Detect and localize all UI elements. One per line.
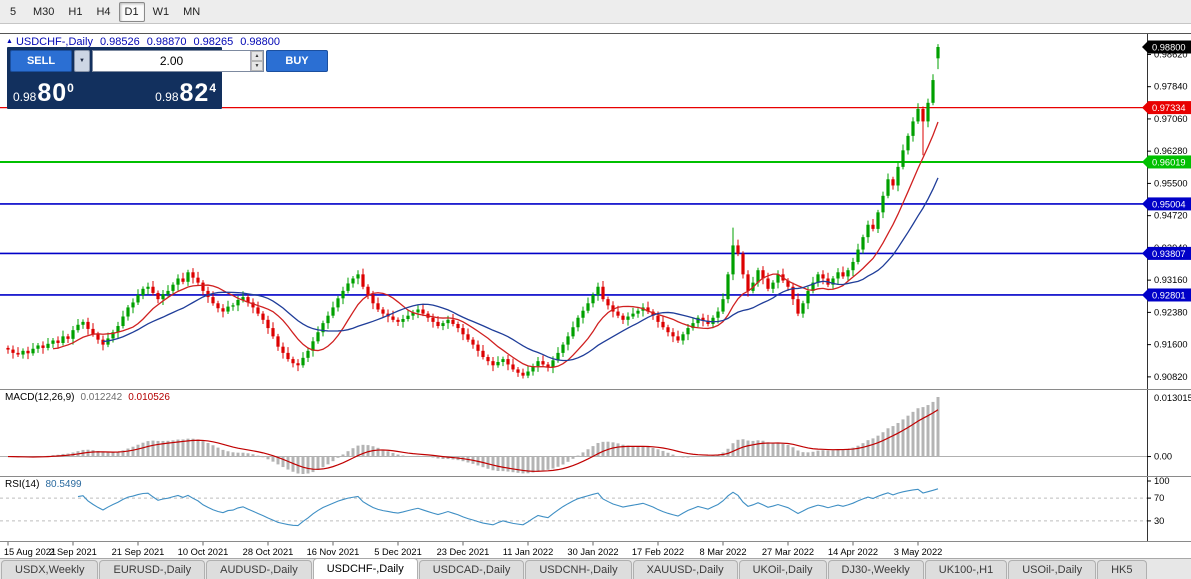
svg-text:0.92801: 0.92801 [1152, 290, 1186, 300]
chart-tab-9[interactable]: UK100-,H1 [924, 560, 1008, 579]
buy-price[interactable]: 0.98824 [155, 79, 216, 107]
trade-options-dropdown[interactable]: ▼ [74, 50, 90, 72]
timeframe-button-5[interactable]: 5 [1, 2, 25, 22]
svg-text:0.97060: 0.97060 [1154, 114, 1188, 124]
svg-text:0.96019: 0.96019 [1152, 157, 1186, 167]
timeframe-button-w1[interactable]: W1 [147, 2, 176, 22]
svg-text:0.92380: 0.92380 [1154, 307, 1188, 317]
ohlc-low: 0.98265 [193, 36, 234, 48]
timeframe-button-h4[interactable]: H4 [90, 2, 116, 22]
ohlc-open: 0.98526 [99, 36, 140, 48]
svg-text:5 Dec 2021: 5 Dec 2021 [374, 547, 422, 557]
timeframe-toolbar: 5 M30 H1 H4 D1 W1 MN [0, 0, 1191, 24]
svg-text:100: 100 [1154, 476, 1170, 486]
chevron-down-icon: ▼ [79, 58, 85, 64]
timeframe-button-m30[interactable]: M30 [27, 2, 60, 22]
svg-text:0.91600: 0.91600 [1154, 340, 1188, 350]
time-axis[interactable] [7, 542, 919, 546]
chart-tab-5[interactable]: USDCNH-,Daily [525, 560, 632, 579]
svg-text:0.013015: 0.013015 [1154, 393, 1191, 403]
lot-spinner: ▲ ▼ [250, 51, 263, 71]
svg-text:8 Mar 2022: 8 Mar 2022 [699, 547, 746, 557]
svg-text:14 Apr 2022: 14 Apr 2022 [828, 547, 878, 557]
macd-histogram [6, 397, 940, 474]
chart-tab-10[interactable]: USOil-,Daily [1008, 560, 1097, 579]
macd-signal-line [7, 409, 939, 472]
timeframe-button-d1[interactable]: D1 [118, 1, 145, 22]
svg-text:3 May 2022: 3 May 2022 [894, 547, 943, 557]
chart-title: ▲ USDCHF-,Daily 0.98526 0.98870 0.98265 0.988… [6, 36, 280, 48]
chart-tab-11[interactable]: HK5 [1097, 560, 1147, 579]
price-level-lines[interactable] [0, 106, 1147, 296]
svg-text:30 Jan 2022: 30 Jan 2022 [567, 547, 618, 557]
svg-text:70: 70 [1154, 493, 1164, 503]
macd-label: MACD(12,26,9) 0.012242 0.010526 [5, 392, 170, 403]
svg-text:11 Jan 2022: 11 Jan 2022 [503, 547, 554, 557]
ohlc-close: 0.98800 [240, 36, 280, 48]
timeframe-button-h1[interactable]: H1 [62, 2, 88, 22]
lot-size-input[interactable] [93, 51, 250, 71]
ma-20-line [102, 177, 939, 362]
svg-text:0.00: 0.00 [1154, 452, 1172, 462]
svg-text:17 Feb 2022: 17 Feb 2022 [632, 547, 684, 557]
svg-text:0.94720: 0.94720 [1154, 211, 1188, 221]
lot-decrease-button[interactable]: ▼ [251, 61, 263, 71]
buy-button[interactable]: BUY [266, 50, 328, 72]
svg-text:0.90820: 0.90820 [1154, 372, 1188, 382]
svg-text:0.93160: 0.93160 [1154, 275, 1188, 285]
rsi-label: RSI(14) 80.5499 [5, 479, 82, 490]
svg-text:0.98620: 0.98620 [1154, 49, 1188, 59]
chart-tab-6[interactable]: XAUUSD-,Daily [632, 560, 738, 579]
macd-signal-value: 0.010526 [128, 392, 170, 403]
sell-price[interactable]: 0.98800 [13, 79, 74, 107]
chart-window: 0.98620 0.97840 0.97060 0.96280 0.95500 0.947… [0, 24, 1191, 558]
sell-button[interactable]: SELL [10, 50, 72, 72]
svg-text:23 Dec 2021: 23 Dec 2021 [437, 547, 490, 557]
chart-tab-3[interactable]: USDCHF-,Daily [312, 559, 418, 579]
svg-text:15 Aug 2021: 15 Aug 2021 [4, 547, 56, 557]
chart-marker-icon: ▲ [6, 38, 13, 45]
timeframe-button-mn[interactable]: MN [177, 2, 206, 22]
ma-10-line [52, 121, 939, 368]
svg-text:0.98800: 0.98800 [1152, 42, 1186, 52]
chart-tab-0[interactable]: USDX,Weekly [1, 560, 99, 579]
chart-tab-8[interactable]: DJ30-,Weekly [827, 560, 924, 579]
lot-size-field: ▲ ▼ [92, 50, 264, 72]
svg-text:28 Oct 2021: 28 Oct 2021 [243, 547, 294, 557]
svg-text:0.97334: 0.97334 [1152, 103, 1186, 113]
svg-text:21 Sep 2021: 21 Sep 2021 [112, 547, 165, 557]
chart-tab-1[interactable]: EURUSD-,Daily [99, 560, 206, 579]
svg-text:30: 30 [1154, 516, 1164, 526]
svg-text:0.93807: 0.93807 [1152, 249, 1186, 259]
rsi-value: 80.5499 [45, 479, 82, 490]
svg-text:0.97840: 0.97840 [1154, 82, 1188, 92]
svg-text:10 Oct 2021: 10 Oct 2021 [178, 547, 229, 557]
svg-text:2 Sep 2021: 2 Sep 2021 [49, 547, 97, 557]
svg-text:0.95500: 0.95500 [1154, 178, 1188, 188]
svg-text:0.95004: 0.95004 [1152, 199, 1186, 209]
chart-tab-2[interactable]: AUDUSD-,Daily [206, 560, 312, 579]
svg-text:16 Nov 2021: 16 Nov 2021 [307, 547, 360, 557]
chart-tab-7[interactable]: UKOil-,Daily [738, 560, 827, 579]
symbol-tab-bar: USDX,Weekly EURUSD-,Daily AUDUSD-,Daily USD… [0, 558, 1191, 579]
chart-symbol-label: USDCHF-,Daily [15, 36, 93, 48]
ohlc-high: 0.98870 [146, 36, 187, 48]
svg-text:0.96280: 0.96280 [1154, 146, 1188, 156]
chart-canvas[interactable]: 0.98620 0.97840 0.97060 0.96280 0.95500 0.947… [0, 24, 1191, 558]
svg-text:27 Mar 2022: 27 Mar 2022 [762, 547, 814, 557]
chart-tab-4[interactable]: USDCAD-,Daily [418, 560, 525, 579]
one-click-trading-panel: SELL ▼ ▲ ▼ BUY 0.98800 0.98824 [7, 47, 328, 109]
macd-main-value: 0.012242 [80, 392, 123, 403]
rsi-line [77, 488, 939, 527]
lot-increase-button[interactable]: ▲ [251, 51, 263, 61]
